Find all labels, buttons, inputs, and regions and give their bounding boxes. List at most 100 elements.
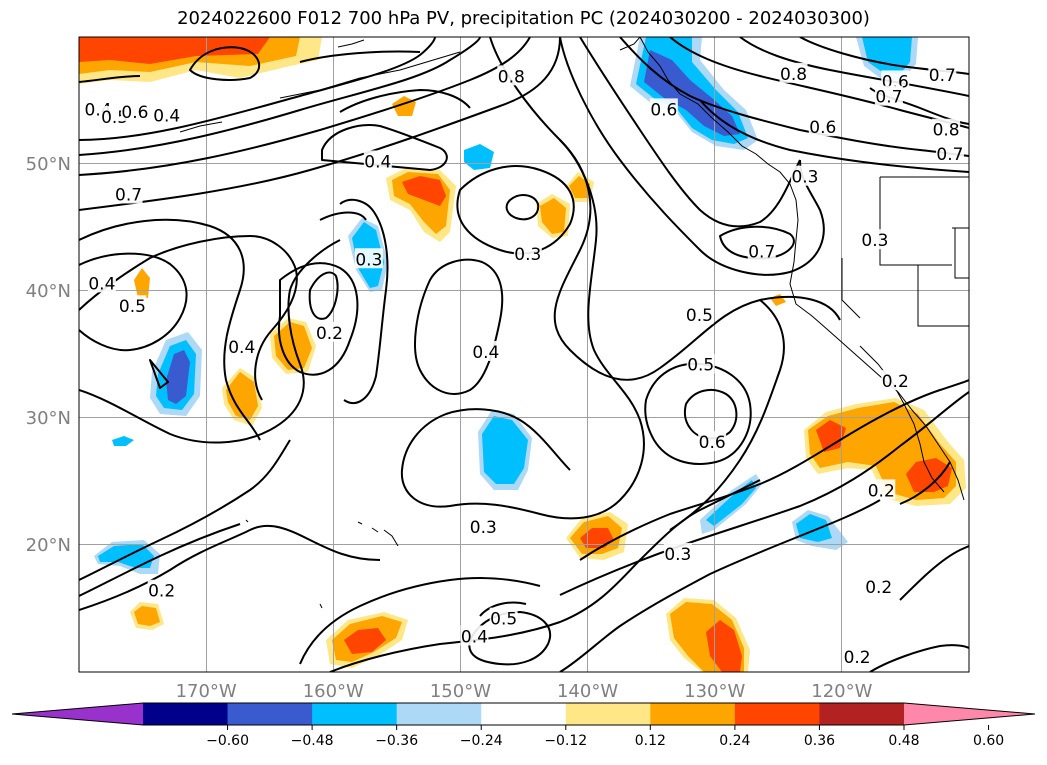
- contour-label-background: [147, 579, 176, 600]
- contour-label-background: [881, 370, 910, 391]
- longitude-labels: 170°W 160°W 150°W 140°W 130°W 120°W: [176, 681, 873, 702]
- latitude-label: 30°N: [26, 408, 71, 429]
- contour-label-background: [935, 142, 964, 163]
- contour-label-background: [860, 229, 889, 250]
- colorbar-tick-label: −0.36: [375, 733, 418, 749]
- contour-label-background: [867, 479, 896, 500]
- precip-area-positive: [540, 198, 566, 234]
- contour-label-background: [363, 150, 392, 171]
- contour-label: 0.4: [153, 107, 180, 127]
- colorbar-tick-label: 0.36: [804, 733, 835, 749]
- contour-label: 0.4: [228, 338, 255, 358]
- contour-label-background: [874, 85, 903, 106]
- latitude-label: 40°N: [26, 281, 71, 302]
- contour-label-background: [843, 645, 872, 666]
- contour-label: 0.4: [461, 627, 488, 647]
- contour-label: 0.7: [115, 185, 142, 205]
- contour-label: 0.3: [791, 168, 818, 188]
- latitude-label: 50°N: [26, 154, 71, 175]
- contour-label: 0.7: [929, 66, 956, 86]
- contour-label: 0.3: [470, 518, 497, 538]
- contour-label-background: [114, 183, 143, 204]
- contour-label-background: [118, 295, 147, 316]
- contour-label: 0.3: [355, 250, 382, 270]
- latitude-label: 20°N: [26, 535, 71, 556]
- contour-label: 0.5: [490, 610, 517, 630]
- contour-label-background: [354, 248, 383, 269]
- colorbar-segment: [312, 703, 398, 725]
- precip-area-negative: [706, 480, 756, 526]
- contour-label-background: [315, 321, 344, 342]
- precip-area-positive: [580, 528, 614, 548]
- contour-label-background: [663, 542, 692, 563]
- map-area: 0.8 0.8 0.6 0.70.70.60.6 0.80.70.40.50.6 0.40…: [79, 37, 969, 672]
- contour-label-background: [928, 64, 957, 85]
- precip-area-negative: [166, 350, 190, 404]
- contour-label: 0.6: [650, 100, 677, 120]
- contour-labels: 0.8 0.8 0.6 0.70.70.60.6 0.80.70.40.50.6 0.40…: [84, 62, 964, 668]
- contour-label: 0.7: [936, 145, 963, 165]
- graticule: [79, 37, 969, 672]
- contour-label-background: [881, 70, 910, 91]
- colorbar-segment: [227, 703, 313, 725]
- precip-area-positive: [906, 458, 952, 492]
- precip-area-positive: [274, 322, 312, 370]
- contour-label: 0.6: [699, 433, 726, 453]
- colorbar-segment: [650, 703, 736, 725]
- colorbar-tick-label: −0.60: [206, 733, 249, 749]
- precip-area-positive: [816, 420, 846, 452]
- contour-label: 0.3: [514, 245, 541, 265]
- colorbar-segment: [396, 703, 482, 725]
- contour-label-background: [120, 100, 149, 121]
- contour-label-background: [471, 340, 500, 361]
- longitude-label: 160°W: [303, 681, 364, 702]
- longitude-label: 150°W: [430, 681, 491, 702]
- contour-label: 0.4: [88, 274, 115, 294]
- precip-area-negative: [482, 416, 528, 484]
- colorbar-tick-label: 0.48: [888, 733, 919, 749]
- contour-label: 0.2: [882, 372, 909, 392]
- contour-label: 0.2: [868, 481, 895, 501]
- contour-label: 0.5: [687, 356, 714, 376]
- contour-label-background: [489, 607, 518, 628]
- contour-label: 0.5: [119, 297, 146, 317]
- colorbar-segment: [143, 703, 229, 725]
- longitude-label: 120°W: [811, 681, 872, 702]
- contour-label-background: [932, 118, 961, 139]
- colorbar-extend-max: [904, 703, 1035, 725]
- longitude-label: 170°W: [176, 681, 237, 702]
- contour-label-background: [779, 62, 808, 83]
- contour-label: 0.3: [664, 545, 691, 565]
- contour-label-background: [87, 272, 116, 293]
- contour-label-background: [790, 165, 819, 186]
- contour-label-background: [152, 104, 181, 125]
- contour-label: 0.2: [865, 578, 892, 598]
- contour-label: 0.8: [780, 65, 807, 85]
- colorbar: −0.60 −0.48 −0.36 −0.24 −0.12 0.12 0.24 0.36 0.4…: [11, 702, 1036, 749]
- colorbar-segment: [565, 703, 651, 725]
- contour-label-background: [698, 431, 727, 452]
- precip-area-positive: [344, 628, 386, 654]
- colorbar-tick-label: 0.60: [973, 733, 1004, 749]
- colorbar-tick-label: −0.48: [291, 733, 334, 749]
- contour-label-background: [685, 304, 714, 325]
- colorbar-segment: [481, 703, 567, 725]
- contour-label: 0.7: [875, 88, 902, 108]
- contour-label-background: [808, 116, 837, 137]
- colorbar-tick-label: 0.24: [719, 733, 750, 749]
- figure-title: 2024022600 F012 700 hPa PV, precipitatio…: [177, 8, 870, 29]
- contour-label: 0.6: [809, 118, 836, 138]
- contour-label-background: [460, 625, 489, 646]
- colorbar-segment: [734, 703, 820, 725]
- precip-area-positive: [402, 176, 446, 206]
- precip-area-positive: [79, 37, 270, 64]
- longitude-label: 140°W: [557, 681, 618, 702]
- precip-area-positive: [226, 372, 258, 420]
- contour-label: 0.5: [686, 306, 713, 326]
- contour-label: 0.7: [748, 243, 775, 263]
- latitude-labels: 50°N 40°N 30°N 20°N: [26, 154, 71, 556]
- contour-label: 0.2: [316, 324, 343, 344]
- precip-area-positive: [134, 606, 160, 626]
- colorbar-outline: [11, 702, 1036, 726]
